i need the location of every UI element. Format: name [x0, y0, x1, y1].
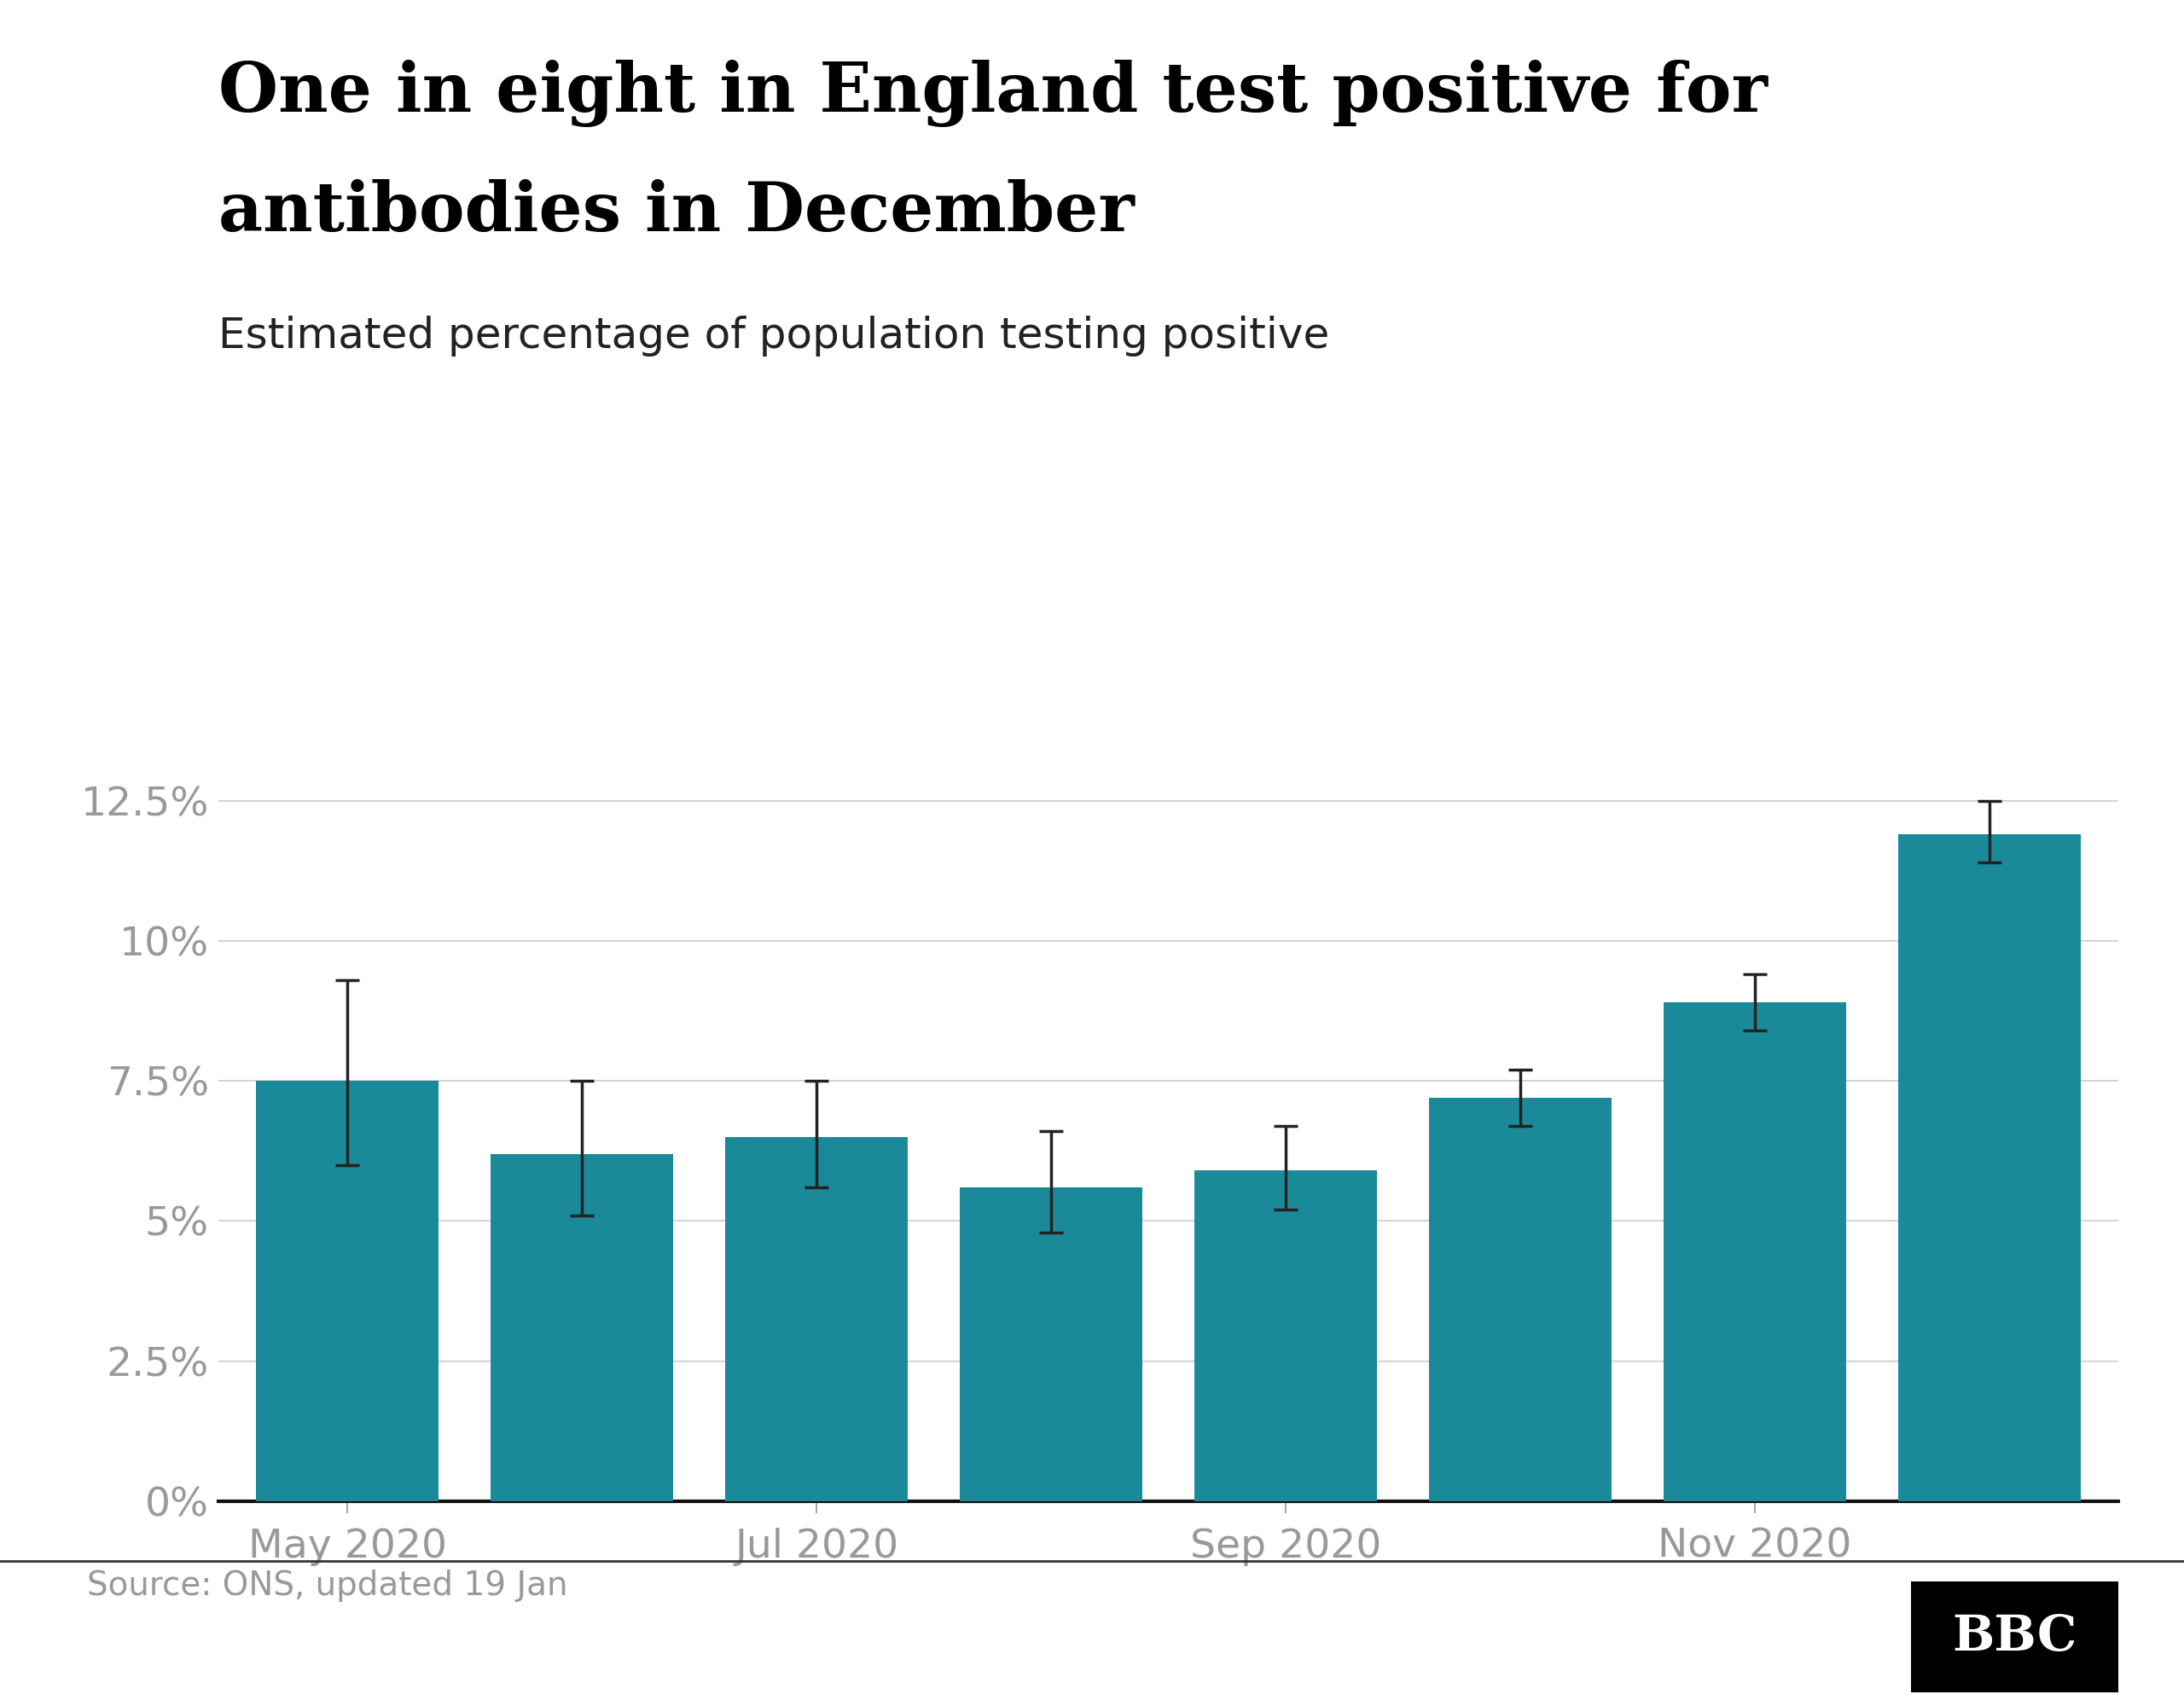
Bar — [491, 1153, 673, 1501]
Text: Source: ONS, updated 19 Jan: Source: ONS, updated 19 Jan — [87, 1570, 568, 1602]
Text: One in eight in England test positive for: One in eight in England test positive fo… — [218, 60, 1767, 128]
Bar — [725, 1136, 909, 1501]
Bar — [256, 1082, 439, 1501]
Bar — [1664, 1003, 1845, 1501]
Bar — [959, 1187, 1142, 1501]
Bar — [1195, 1170, 1378, 1501]
Bar — [1898, 834, 2081, 1501]
Text: Estimated percentage of population testing positive: Estimated percentage of population testi… — [218, 316, 1330, 357]
Text: BBC: BBC — [1952, 1614, 2077, 1662]
Text: antibodies in December: antibodies in December — [218, 179, 1133, 246]
Bar — [1428, 1097, 1612, 1501]
